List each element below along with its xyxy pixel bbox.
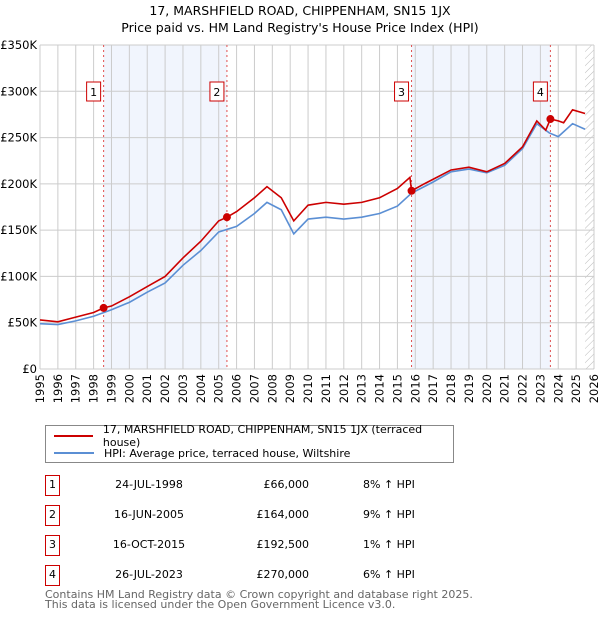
x-tick-label: 1998 — [87, 374, 101, 403]
sale-point — [407, 186, 416, 195]
x-tick-label: 2024 — [551, 374, 565, 403]
x-tick-label: 2009 — [283, 374, 297, 403]
x-tick-label: 2006 — [230, 374, 244, 403]
x-tick-label: 2018 — [444, 374, 458, 403]
sale-price: £66,000 — [263, 478, 310, 491]
sale-row: 1 24-JUL-1998 £66,000 8% ↑ HPI — [45, 475, 465, 496]
sale-label-box — [209, 81, 225, 102]
footer: Contains HM Land Registry data © Crown c… — [45, 588, 473, 611]
y-tick-label: £150K — [0, 223, 37, 237]
projection-hatch — [585, 45, 594, 369]
sale-label-box — [532, 81, 548, 102]
x-tick-label: 2025 — [569, 374, 583, 403]
x-tick-label: 2010 — [301, 374, 315, 403]
sale-label-box — [394, 81, 410, 102]
sale-row: 4 26-JUL-2023 £270,000 6% ↑ HPI — [45, 565, 465, 586]
shaded-period — [411, 45, 551, 369]
sale-price: £270,000 — [256, 568, 310, 581]
sale-price: £164,000 — [256, 508, 310, 521]
y-tick-label: £50K — [8, 316, 38, 330]
x-tick-label: 2007 — [247, 374, 261, 403]
x-tick-label: 2011 — [319, 374, 333, 403]
sale-badge: 1 — [45, 475, 60, 496]
y-tick-label: £350K — [0, 38, 37, 52]
x-tick-label: 2008 — [265, 374, 279, 403]
hpi-line — [39, 122, 586, 326]
footer-line-1: Contains HM Land Registry data © Crown c… — [45, 588, 473, 601]
x-tick-label: 2020 — [480, 374, 494, 403]
x-tick-label: 2017 — [426, 374, 440, 403]
x-tick-label: 2016 — [408, 374, 422, 403]
x-tick-label: 2021 — [498, 374, 512, 403]
sale-date: 24-JUL-1998 — [115, 478, 183, 491]
legend: 17, MARSHFIELD ROAD, CHIPPENHAM, SN15 1J… — [45, 423, 454, 463]
sale-badge: 3 — [45, 535, 60, 556]
x-tick-label: 2002 — [158, 374, 172, 403]
x-tick-label: 1999 — [104, 374, 118, 403]
x-tick-label: 2026 — [587, 374, 600, 403]
x-tick-label: 2003 — [176, 374, 190, 403]
x-tick-label: 2001 — [140, 374, 154, 403]
x-tick-label: 2000 — [122, 374, 136, 403]
sale-label: 3 — [398, 86, 405, 99]
sale-row: 3 16-OCT-2015 £192,500 1% ↑ HPI — [45, 535, 465, 556]
y-tick-label: £250K — [0, 131, 37, 145]
x-tick-label: 2004 — [194, 374, 208, 403]
property-line — [39, 108, 586, 323]
sale-hpi-diff: 9% ↑ HPI — [363, 508, 415, 521]
x-tick-label: 2014 — [373, 374, 387, 403]
legend-hpi: HPI: Average price, terraced house, Wilt… — [104, 446, 351, 460]
legend-swatch-property — [54, 435, 93, 437]
sale-point — [222, 213, 231, 222]
y-tick-label: £300K — [0, 84, 37, 98]
x-tick-label: 1997 — [69, 374, 83, 403]
sale-label: 1 — [90, 86, 97, 99]
x-tick-label: 2015 — [390, 374, 404, 403]
x-tick-label: 2013 — [355, 374, 369, 403]
y-tick-label: £0 — [22, 362, 37, 376]
sale-label: 4 — [537, 86, 544, 99]
legend-swatch-hpi — [54, 452, 94, 454]
x-tick-label: 2012 — [337, 374, 351, 403]
sale-hpi-diff: 6% ↑ HPI — [363, 568, 415, 581]
sale-price: £192,500 — [256, 538, 310, 551]
sale-date: 16-JUN-2005 — [113, 508, 185, 521]
legend-property: 17, MARSHFIELD ROAD, CHIPPENHAM, SN15 1J… — [102, 423, 423, 449]
x-tick-label: 1995 — [33, 374, 47, 403]
sale-hpi-diff: 8% ↑ HPI — [363, 478, 415, 491]
chart-subtitle: Price paid vs. HM Land Registry's House … — [121, 20, 479, 35]
y-tick-label: £100K — [0, 269, 37, 283]
sale-hpi-diff: 1% ↑ HPI — [363, 538, 415, 551]
sale-label: 2 — [213, 86, 220, 99]
x-tick-label: 1996 — [51, 374, 65, 403]
sale-label-box — [86, 81, 102, 102]
sale-row: 2 16-JUN-2005 £164,000 9% ↑ HPI — [45, 505, 465, 526]
sale-point — [99, 303, 108, 312]
y-tick-label: £200K — [0, 177, 37, 191]
price-chart: 1995 1996 1997 1998 1999 2000 2001 2002 2003 2004… — [0, 38, 600, 403]
sale-date: 26-JUL-2023 — [115, 568, 183, 581]
sale-badge: 4 — [45, 565, 60, 586]
sale-date: 16-OCT-2015 — [112, 538, 186, 551]
x-tick-label: 2022 — [516, 374, 530, 403]
x-tick-label: 2023 — [533, 374, 547, 403]
chart-title: 17, MARSHFIELD ROAD, CHIPPENHAM, SN15 1J… — [149, 3, 451, 18]
sale-badge: 2 — [45, 505, 60, 526]
x-tick-label: 2019 — [462, 374, 476, 403]
x-tick-label: 2005 — [212, 374, 226, 403]
footer-line-2: This data is licensed under the Open Gov… — [45, 598, 396, 611]
sale-point — [546, 115, 555, 124]
